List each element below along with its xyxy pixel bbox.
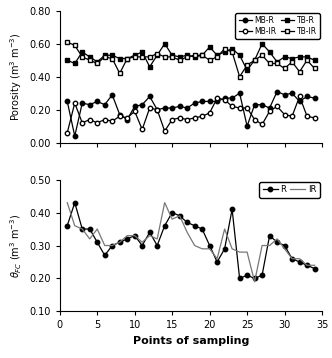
Legend: R, IR: R, IR xyxy=(259,182,319,198)
Y-axis label: Porosity (m$^3$ m$^{-3}$): Porosity (m$^3$ m$^{-3}$) xyxy=(8,33,24,121)
Y-axis label: $\theta_{FC}$ (m$^3$ m$^{-3}$): $\theta_{FC}$ (m$^3$ m$^{-3}$) xyxy=(8,213,24,277)
Legend: MB-R, MB-IR, TB-R, TB-IR: MB-R, MB-IR, TB-R, TB-IR xyxy=(235,13,320,39)
X-axis label: Points of sampling: Points of sampling xyxy=(133,336,249,346)
